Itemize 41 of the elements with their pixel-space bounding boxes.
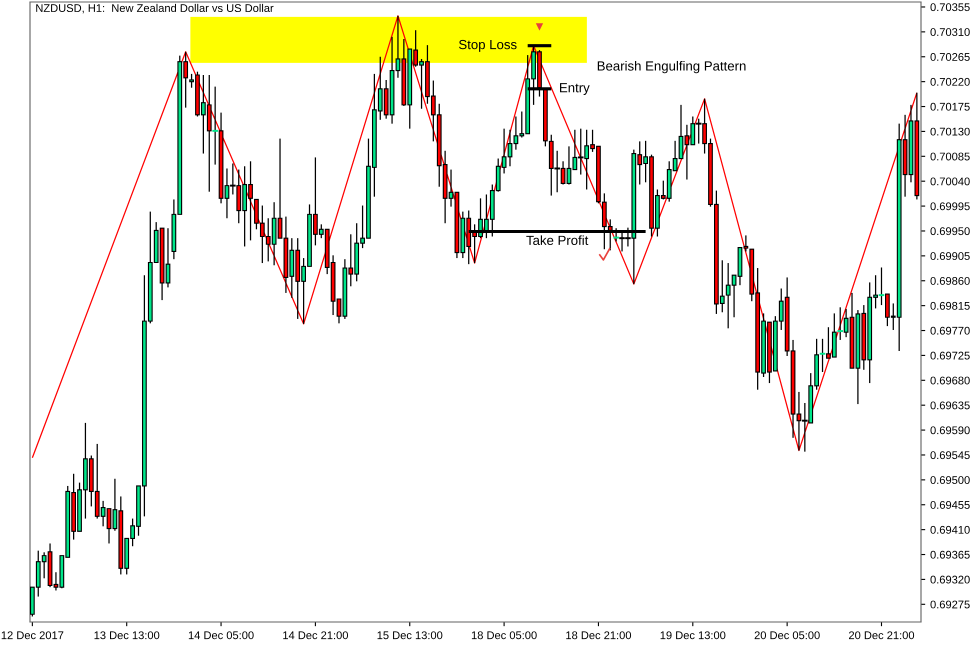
y-tick-label: 0.70265 xyxy=(930,53,970,61)
x-tick-label: 15 Dec 13:00 xyxy=(378,631,442,640)
x-tick-label: 19 Dec 13:00 xyxy=(660,631,726,640)
y-tick-label: 0.69725 xyxy=(930,352,970,360)
x-tick-label: 13 Dec 13:00 xyxy=(94,631,160,640)
y-tick-label: 0.70310 xyxy=(930,28,970,36)
y-tick-label: 0.69770 xyxy=(930,326,970,335)
y-tick-label: 0.70355 xyxy=(930,3,970,12)
y-tick-label: 0.70220 xyxy=(930,78,970,86)
y-tick-label: 0.69590 xyxy=(930,426,970,434)
series-label: Stop Loss xyxy=(458,40,517,52)
y-tick-label: 0.69950 xyxy=(930,227,970,236)
y-tick-label: 0.69410 xyxy=(930,526,970,534)
y-tick-label: 0.69995 xyxy=(930,202,970,210)
y-tick-label: 0.69320 xyxy=(930,576,970,584)
x-tick-label: 14 Dec 05:00 xyxy=(188,631,254,640)
annotation: Bearish Engulfing Pattern xyxy=(598,60,746,74)
y-tick-label: 0.69680 xyxy=(930,376,970,384)
y-tick-label: 0.70130 xyxy=(930,128,970,136)
y-tick-label: 0.69275 xyxy=(930,600,970,608)
series-label: Entry xyxy=(560,83,590,95)
y-tick-label: 0.69365 xyxy=(930,550,970,559)
y-tick-label: 0.69905 xyxy=(930,252,970,260)
series-label: Take Profit xyxy=(526,235,588,246)
y-tick-label: 0.70175 xyxy=(930,102,970,111)
x-tick-label: 12 Dec 2017 xyxy=(2,631,64,640)
y-tick-label: 0.69860 xyxy=(930,277,970,285)
x-tick-label: 18 Dec 05:00 xyxy=(472,631,537,640)
y-tick-label: 0.69500 xyxy=(930,476,970,484)
x-tick-label: 18 Dec 21:00 xyxy=(566,631,632,640)
y-tick-label: 0.69815 xyxy=(930,302,970,310)
y-tick-label: 0.69455 xyxy=(930,501,970,509)
x-tick-label: 20 Dec 21:00 xyxy=(849,631,914,640)
y-tick-label: 0.69545 xyxy=(930,451,970,460)
x-tick-label: 20 Dec 05:00 xyxy=(754,631,820,640)
y-tick-label: 0.70085 xyxy=(930,152,970,160)
x-tick-label: 14 Dec 21:00 xyxy=(283,631,348,640)
chart-title: NZDUSD, H1: New Zealand Dollar vs US Dollar xyxy=(36,4,274,14)
line-series xyxy=(32,15,918,458)
y-tick-label: 0.69635 xyxy=(930,401,970,410)
y-tick-label: 0.70040 xyxy=(930,177,970,186)
